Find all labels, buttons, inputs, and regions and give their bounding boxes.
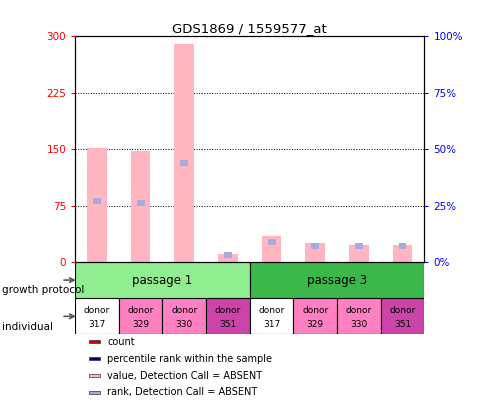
- Bar: [119, 298, 162, 335]
- Bar: [89, 374, 100, 377]
- Title: GDS1869 / 1559577_at: GDS1869 / 1559577_at: [172, 22, 327, 35]
- Text: 330: 330: [175, 320, 193, 329]
- Bar: [224, 252, 231, 258]
- Text: donor: donor: [258, 306, 284, 315]
- Text: individual: individual: [2, 322, 53, 332]
- Text: 317: 317: [262, 320, 280, 329]
- Bar: [249, 262, 424, 298]
- Bar: [174, 44, 194, 262]
- Text: 351: 351: [219, 320, 236, 329]
- Bar: [261, 236, 281, 262]
- Text: passage 1: passage 1: [132, 274, 192, 287]
- Bar: [131, 151, 150, 262]
- Bar: [336, 298, 380, 335]
- Bar: [75, 298, 119, 335]
- Bar: [267, 239, 275, 245]
- Bar: [89, 340, 100, 343]
- Text: passage 3: passage 3: [306, 274, 366, 287]
- Text: donor: donor: [214, 306, 241, 315]
- Bar: [293, 298, 336, 335]
- Text: value, Detection Call = ABSENT: value, Detection Call = ABSENT: [107, 371, 262, 381]
- Text: count: count: [107, 337, 135, 347]
- Bar: [348, 245, 368, 262]
- Bar: [180, 160, 188, 166]
- Text: growth protocol: growth protocol: [2, 285, 85, 294]
- Text: percentile rank within the sample: percentile rank within the sample: [107, 354, 272, 364]
- Bar: [87, 148, 106, 262]
- Text: 317: 317: [88, 320, 106, 329]
- Text: donor: donor: [127, 306, 153, 315]
- Text: 330: 330: [349, 320, 367, 329]
- Text: rank, Detection Call = ABSENT: rank, Detection Call = ABSENT: [107, 388, 257, 397]
- Bar: [162, 298, 206, 335]
- Bar: [93, 198, 101, 204]
- Text: donor: donor: [345, 306, 371, 315]
- Bar: [249, 298, 293, 335]
- Text: donor: donor: [84, 306, 110, 315]
- Bar: [354, 243, 362, 249]
- Bar: [89, 391, 100, 394]
- Bar: [380, 298, 424, 335]
- Bar: [89, 357, 100, 360]
- Bar: [218, 254, 237, 262]
- Text: 329: 329: [306, 320, 323, 329]
- Bar: [305, 243, 324, 262]
- Text: donor: donor: [171, 306, 197, 315]
- Bar: [311, 243, 318, 249]
- Text: 351: 351: [393, 320, 410, 329]
- Bar: [75, 262, 249, 298]
- Bar: [136, 200, 144, 206]
- Text: 329: 329: [132, 320, 149, 329]
- Bar: [206, 298, 249, 335]
- Bar: [392, 245, 411, 262]
- Bar: [398, 243, 406, 249]
- Text: donor: donor: [389, 306, 415, 315]
- Text: donor: donor: [302, 306, 328, 315]
